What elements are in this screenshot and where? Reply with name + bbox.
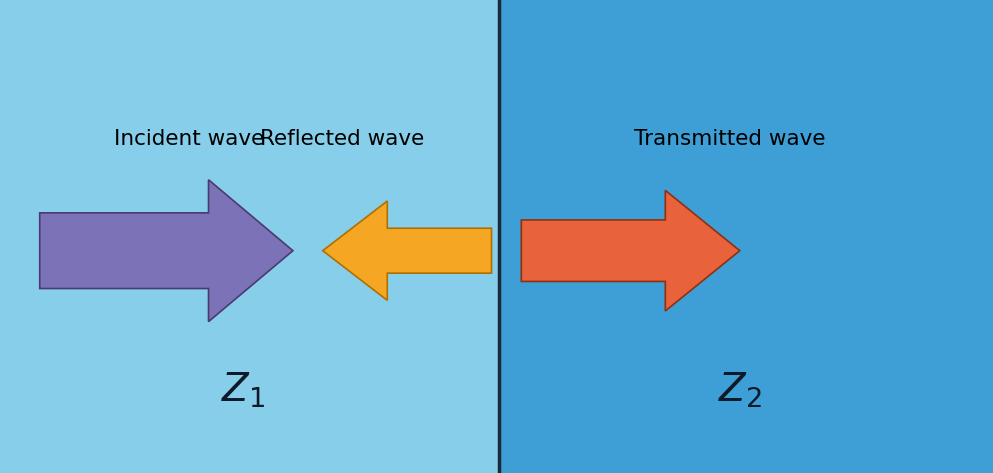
Text: Incident wave: Incident wave bbox=[114, 129, 264, 149]
Polygon shape bbox=[40, 180, 293, 322]
Bar bbox=[499, 0, 993, 473]
Text: Transmitted wave: Transmitted wave bbox=[635, 129, 825, 149]
Text: $Z_1$: $Z_1$ bbox=[221, 370, 265, 410]
Polygon shape bbox=[521, 191, 740, 311]
Bar bbox=[0, 0, 499, 473]
Text: $Z_2$: $Z_2$ bbox=[718, 370, 762, 410]
Polygon shape bbox=[323, 201, 492, 300]
Text: Reflected wave: Reflected wave bbox=[260, 129, 425, 149]
